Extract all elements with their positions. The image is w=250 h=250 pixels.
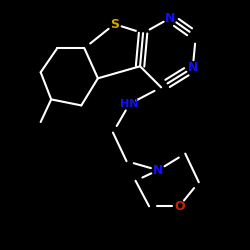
Text: N: N xyxy=(188,61,198,74)
Text: N: N xyxy=(165,12,175,24)
Text: S: S xyxy=(110,18,119,30)
Text: N: N xyxy=(153,164,163,177)
Text: HN: HN xyxy=(120,99,139,109)
Text: O: O xyxy=(174,200,184,213)
